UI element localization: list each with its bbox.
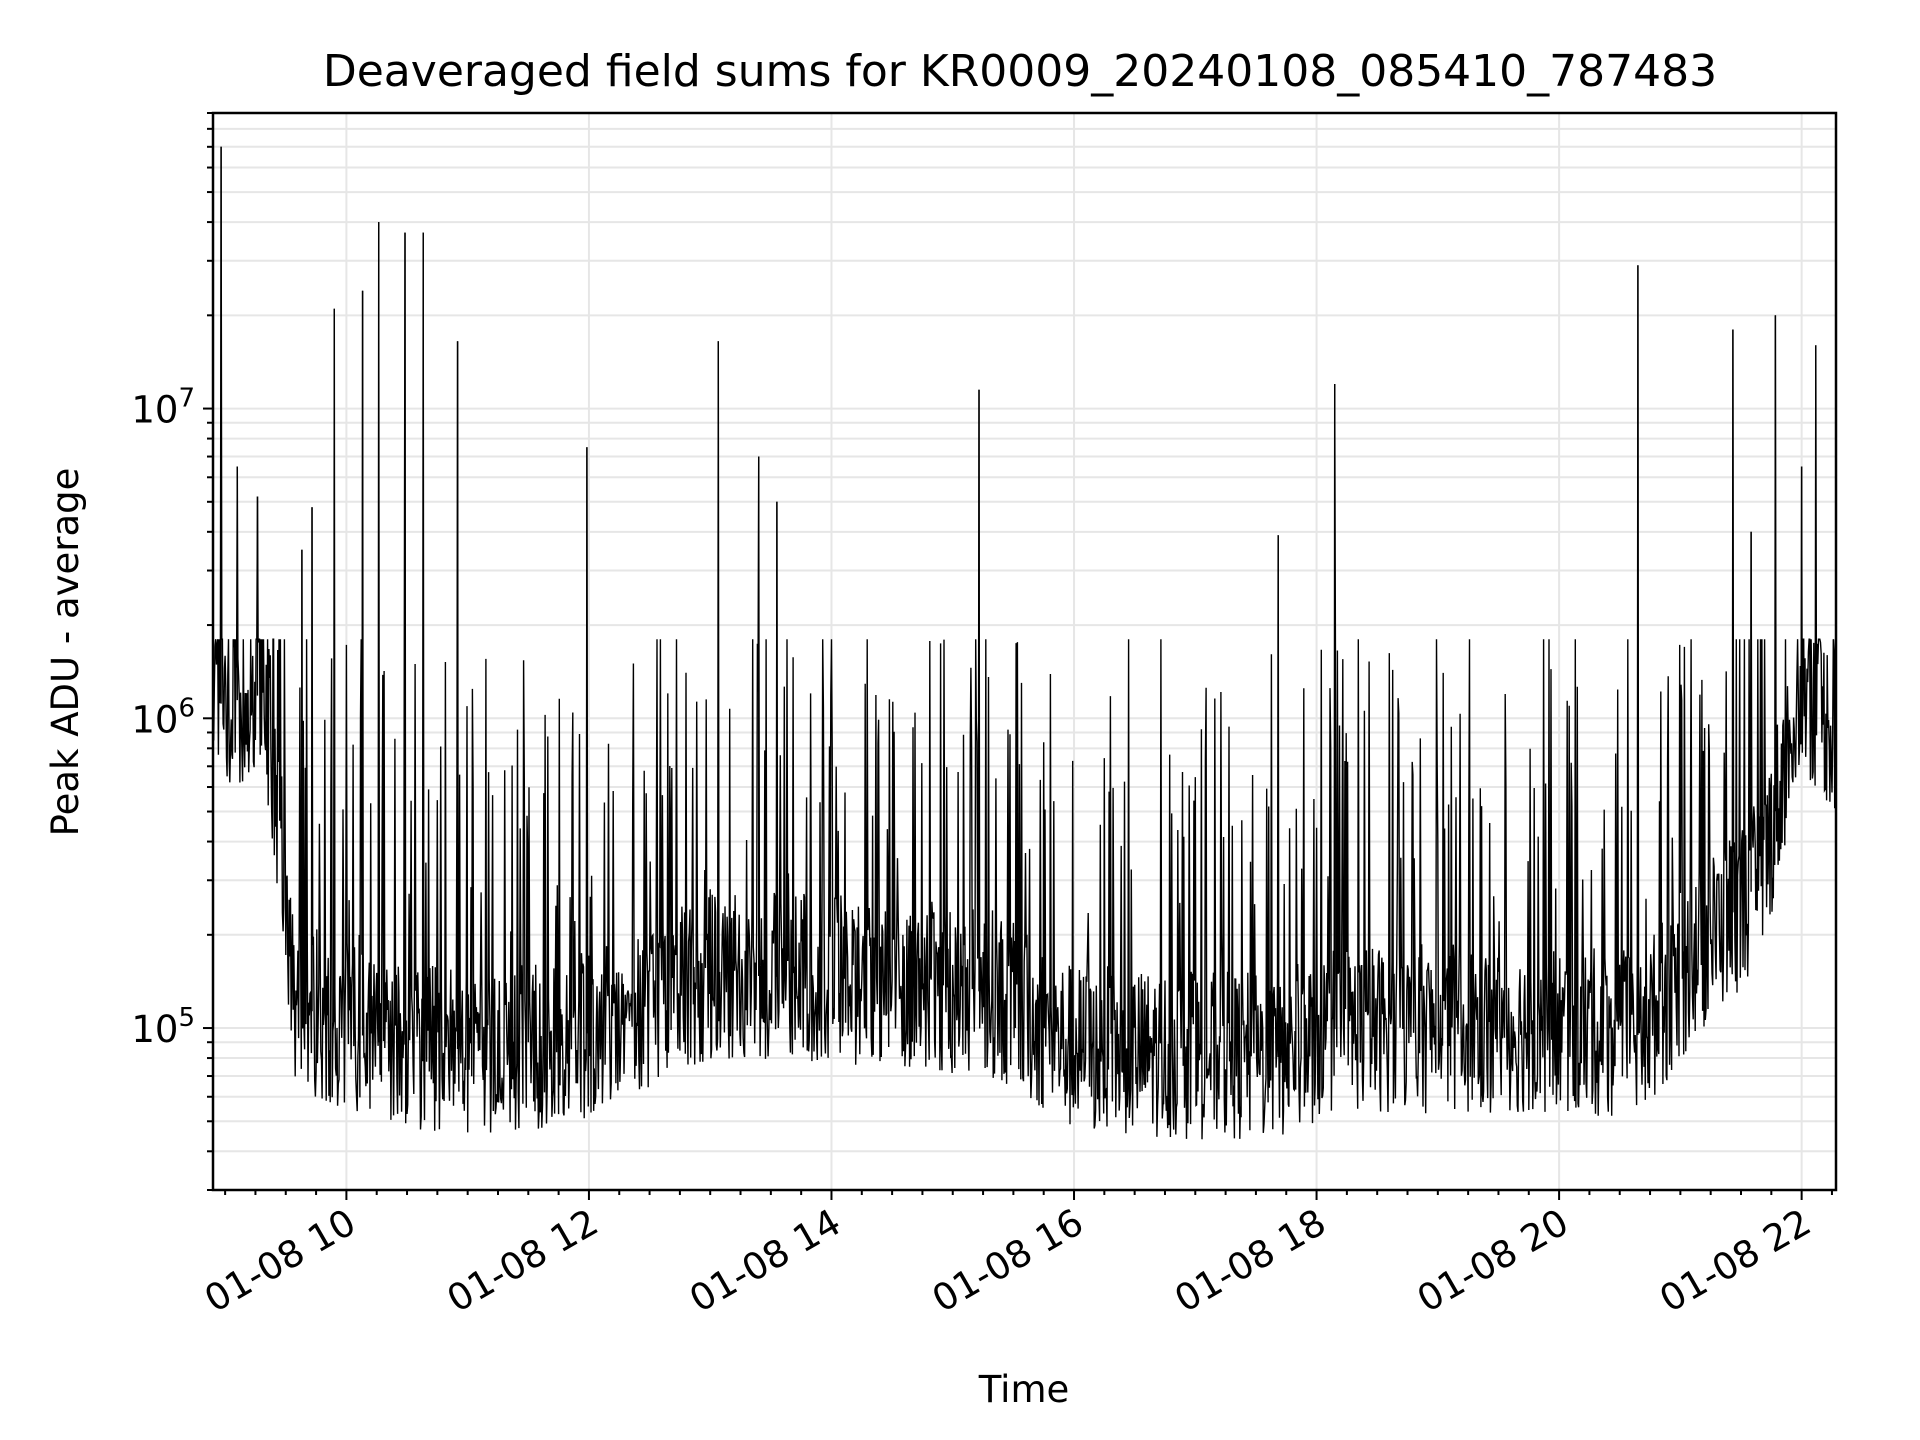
- x-axis-label: Time: [978, 1368, 1070, 1411]
- y-tick-label: 106: [131, 693, 195, 741]
- series-line: [212, 146, 1837, 1140]
- plot-frame: [211, 111, 1838, 1192]
- y-axis-label: Peak ADU - average: [44, 468, 87, 837]
- y-tick-label: 105: [131, 1003, 195, 1051]
- y-tick-label: 107: [131, 384, 195, 432]
- series-layer: [212, 146, 1837, 1140]
- chart-title: Deaveraged field sums for KR0009_2024010…: [323, 46, 1717, 97]
